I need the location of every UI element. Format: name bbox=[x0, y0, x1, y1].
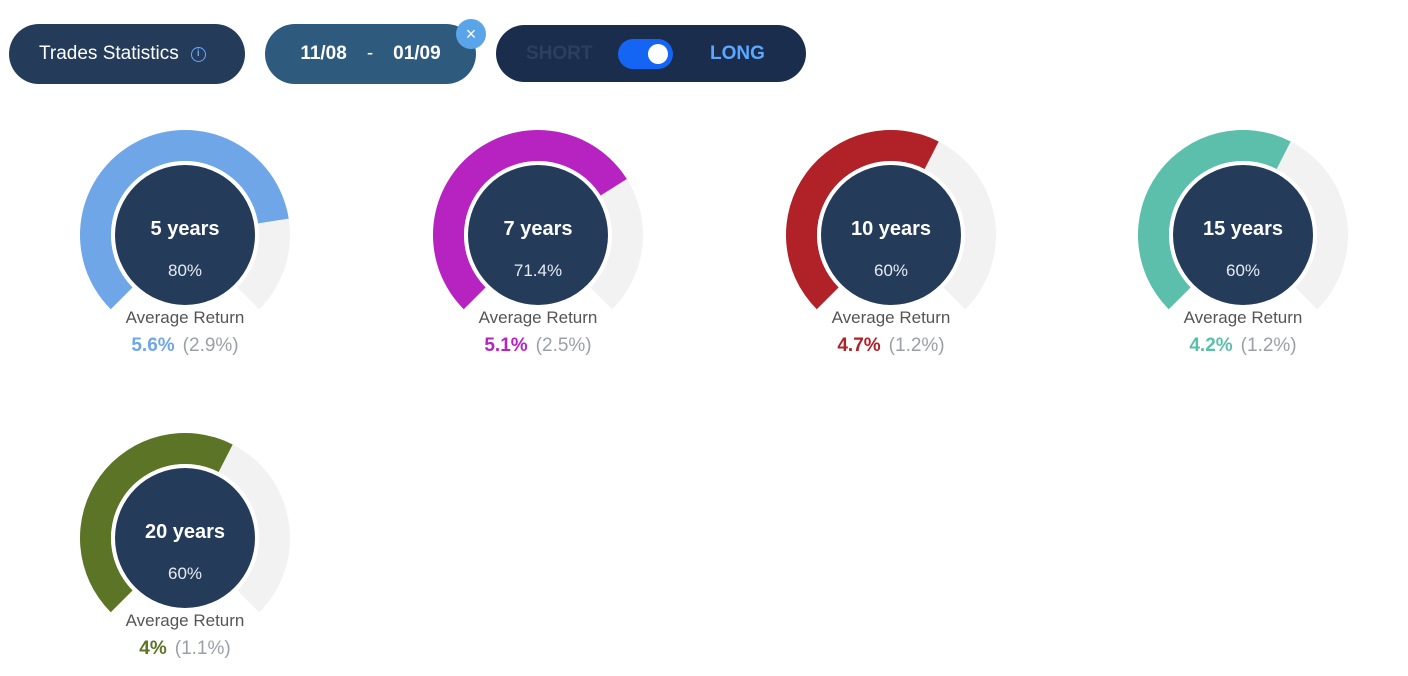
gauge-fill-arc bbox=[433, 130, 627, 310]
secondary-return-value: (1.2%) bbox=[1240, 335, 1297, 356]
gauge-fill-arc bbox=[785, 129, 939, 310]
gauge-percent-label: 71.4% bbox=[514, 261, 562, 280]
gauge-fill-arc bbox=[79, 130, 289, 310]
average-return-value: 4.7% bbox=[837, 335, 881, 356]
trades-statistics-button[interactable]: Trades Statistics i bbox=[9, 24, 245, 84]
gauge-chart: 7 years 71.4% bbox=[433, 130, 643, 310]
average-return-value: 4% bbox=[139, 638, 167, 659]
gauge-center bbox=[115, 165, 255, 305]
gauge-percent-label: 80% bbox=[168, 261, 202, 280]
gauge-chart: 10 years 60% bbox=[785, 129, 996, 310]
gauge-period-label: 7 years bbox=[504, 218, 573, 240]
long-label[interactable]: LONG bbox=[710, 43, 765, 64]
date-from[interactable]: 11/08 bbox=[300, 43, 347, 64]
gauge-chart: 5 years 80% bbox=[79, 130, 291, 310]
gauge-percent-label: 60% bbox=[1226, 261, 1260, 280]
date-to[interactable]: 01/09 bbox=[393, 43, 441, 64]
gauge-fill-arc bbox=[1138, 129, 1291, 310]
average-return-values: 4.2% (1.2%) bbox=[1133, 335, 1353, 357]
gauge-card: 20 years 60% Average Return 4% (1.1%) bbox=[75, 428, 295, 668]
average-return-values: 5.6% (2.9%) bbox=[75, 335, 295, 357]
secondary-return-value: (2.9%) bbox=[182, 335, 239, 356]
average-return-value: 5.1% bbox=[484, 335, 528, 356]
gauge-period-label: 15 years bbox=[1203, 218, 1283, 240]
gauge-card: 10 years 60% Average Return 4.7% (1.2%) bbox=[781, 125, 1001, 365]
average-return-label: Average Return bbox=[478, 308, 598, 327]
direction-switch: SHORT LONG bbox=[496, 25, 806, 82]
gauge-card: 5 years 80% Average Return 5.6% (2.9%) bbox=[75, 125, 295, 365]
info-icon[interactable]: i bbox=[190, 46, 206, 62]
gauge-card: 15 years 60% Average Return 4.2% (1.2%) bbox=[1133, 125, 1353, 365]
average-return-values: 5.1% (2.5%) bbox=[428, 335, 648, 357]
average-return-values: 4.7% (1.2%) bbox=[781, 335, 1001, 357]
gauge-percent-label: 60% bbox=[874, 261, 908, 280]
clear-date-close-icon[interactable]: × bbox=[456, 19, 486, 49]
gauge-center bbox=[468, 165, 608, 305]
average-return-label: Average Return bbox=[125, 308, 245, 327]
gauge-center bbox=[1173, 165, 1313, 305]
average-return-label: Average Return bbox=[831, 308, 951, 327]
gauge-period-label: 20 years bbox=[145, 521, 225, 543]
gauge-center bbox=[115, 468, 255, 608]
date-separator: - bbox=[366, 43, 374, 64]
date-range-picker[interactable]: 11/08 - 01/09 bbox=[265, 24, 476, 84]
gauge-period-label: 10 years bbox=[851, 218, 931, 240]
secondary-return-value: (1.2%) bbox=[888, 335, 945, 356]
trades-statistics-label: Trades Statistics bbox=[39, 43, 179, 64]
direction-toggle[interactable] bbox=[618, 39, 673, 69]
gauge-card: 7 years 71.4% Average Return 5.1% (2.5%) bbox=[428, 125, 648, 365]
gauge-period-label: 5 years bbox=[151, 218, 220, 240]
gauge-chart: 20 years 60% bbox=[79, 432, 291, 613]
average-return-values: 4% (1.1%) bbox=[75, 638, 295, 660]
gauge-center bbox=[821, 165, 961, 305]
toolbar: Trades Statistics i 11/08 - 01/09 × SHOR… bbox=[0, 0, 1408, 110]
average-return-value: 5.6% bbox=[131, 335, 175, 356]
average-return-label: Average Return bbox=[1183, 308, 1303, 327]
gauge-fill-arc bbox=[79, 432, 233, 613]
gauge-percent-label: 60% bbox=[168, 564, 202, 583]
toggle-knob bbox=[648, 44, 668, 64]
secondary-return-value: (2.5%) bbox=[535, 335, 592, 356]
average-return-value: 4.2% bbox=[1189, 335, 1233, 356]
average-return-label: Average Return bbox=[125, 611, 245, 630]
short-label[interactable]: SHORT bbox=[526, 43, 593, 64]
gauge-chart: 15 years 60% bbox=[1138, 129, 1348, 310]
secondary-return-value: (1.1%) bbox=[174, 638, 231, 659]
